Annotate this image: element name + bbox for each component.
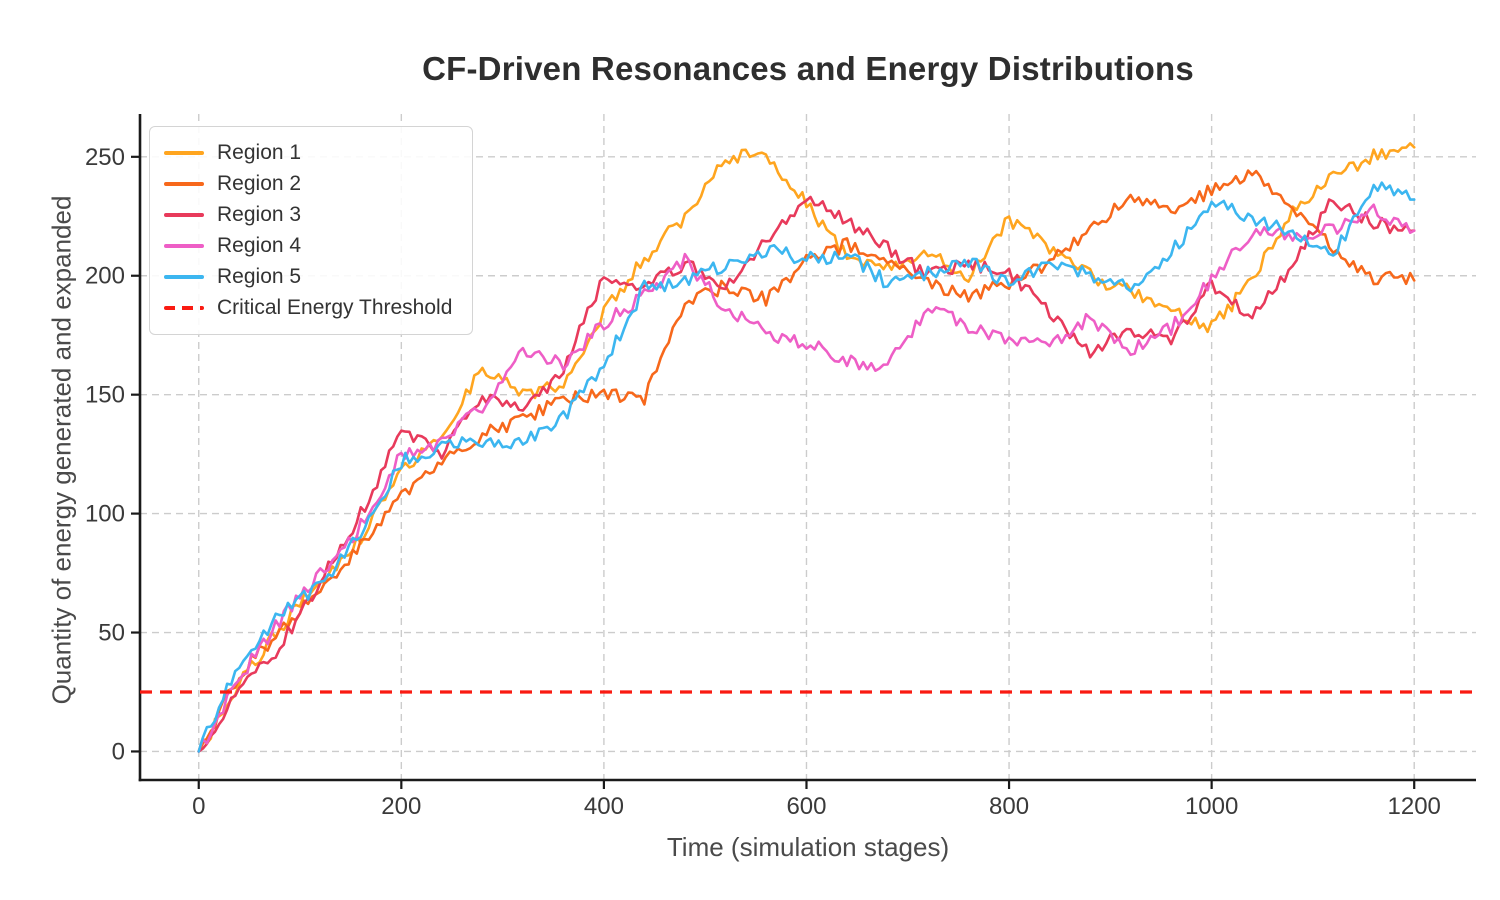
legend-item: Region 1	[164, 138, 452, 168]
legend-item: Critical Energy Threshold	[164, 293, 452, 323]
x-tick-label: 1000	[1185, 793, 1238, 820]
series-line-region-3	[197, 195, 1416, 753]
x-tick-label: 400	[584, 793, 624, 820]
legend-label: Region 4	[217, 234, 302, 257]
legend-item: Region 5	[164, 262, 452, 292]
legend-item: Region 4	[164, 231, 452, 261]
y-tick-label: 50	[98, 620, 125, 647]
series-line-region-2	[197, 169, 1416, 753]
legend-line-swatch	[164, 151, 204, 155]
legend-label: Region 5	[217, 265, 302, 288]
y-tick-label: 200	[85, 263, 125, 290]
x-tick-label: 600	[786, 793, 826, 820]
x-axis-label: Time (simulation stages)	[666, 832, 950, 862]
legend-label: Region 2	[217, 172, 302, 195]
legend-line-swatch	[164, 213, 204, 217]
series-line-region-5	[197, 181, 1416, 753]
x-tick-label: 0	[192, 793, 205, 820]
legend-label: Critical Energy Threshold	[217, 296, 453, 319]
legend-dashed-line-swatch	[164, 306, 204, 310]
x-tick-label: 200	[381, 793, 421, 820]
y-axis-label: Quantity of energy generated and expande…	[46, 195, 77, 705]
legend-label: Region 1	[217, 141, 302, 164]
y-tick-label: 100	[85, 501, 125, 528]
y-tick-label: 0	[112, 738, 125, 765]
legend-item: Region 2	[164, 169, 452, 199]
chart-title: CF-Driven Resonances and Energy Distribu…	[422, 50, 1194, 87]
series-line-region-4	[197, 203, 1416, 753]
y-tick-label: 250	[85, 144, 125, 171]
x-tick-label: 1200	[1388, 793, 1441, 820]
y-tick-label: 150	[85, 382, 125, 409]
legend-label: Region 3	[217, 203, 302, 226]
legend-item: Region 3	[164, 200, 452, 230]
legend-line-swatch	[164, 244, 204, 248]
x-tick-label: 800	[989, 793, 1029, 820]
legend: Region 1 Region 2 Region 3 Region 4 Region 5…	[149, 126, 474, 335]
legend-line-swatch	[164, 275, 204, 279]
legend-line-swatch	[164, 182, 204, 186]
